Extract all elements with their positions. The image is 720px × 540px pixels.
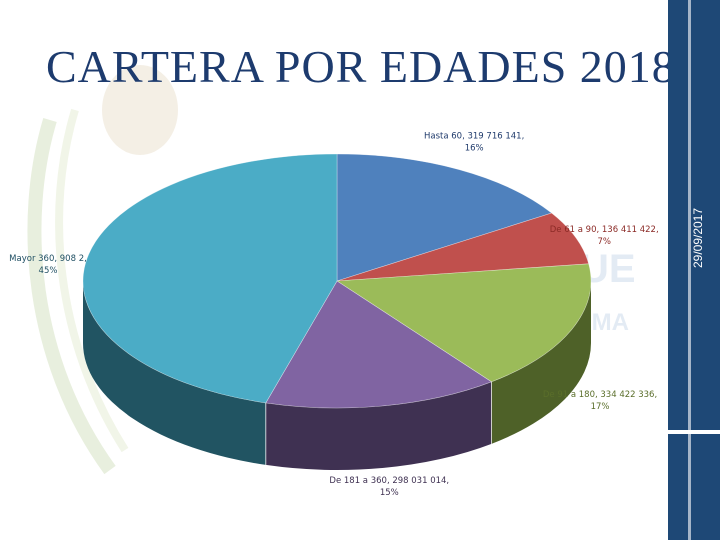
pie-slice-4: [82, 153, 338, 404]
pie-side-2: [491, 281, 591, 444]
slice-percent-2: 17%: [591, 402, 610, 412]
pie-slice-3: [265, 280, 493, 409]
pie-side-3: [265, 381, 492, 471]
pie-sides: [83, 281, 591, 471]
pie-labels: Hasta 60, 319 716 141, 16% De 61 a 90, 136…: [9, 131, 659, 497]
slice-label-3: De 181 a 360, 298 031 014,: [329, 476, 449, 486]
watermark-text-2: IMA: [585, 309, 629, 336]
pie-slice-0: [336, 153, 553, 282]
pie-slice-2: [336, 263, 592, 383]
slice-percent-3: 15%: [380, 488, 399, 498]
watermark-swoosh: [27, 117, 116, 475]
slice-label-4: Mayor 360, 908 2,: [9, 254, 87, 264]
watermark-swoosh-2: [55, 108, 129, 453]
side-bar-stripe: [688, 0, 691, 540]
slide-date-text: 29/09/2017: [691, 207, 705, 269]
pie-chart: Hasta 60, 319 716 141, 16% De 61 a 90, 136…: [9, 131, 659, 497]
pie-side-4: [83, 281, 266, 465]
slice-label-2: De 91 a 180, 334 422 336,: [543, 390, 657, 400]
pie-slice-1: [336, 212, 590, 282]
slice-label-1: De 61 a 90, 136 411 422,: [550, 225, 659, 235]
slice-label-0: Hasta 60, 319 716 141,: [424, 131, 524, 141]
pie-slices: [82, 153, 592, 409]
watermark-figure: [102, 65, 178, 155]
slice-percent-0: 16%: [465, 143, 484, 153]
slice-percent-4: 45%: [39, 266, 58, 276]
side-bar: [668, 0, 720, 540]
slide-title: CARTERA POR EDADES 2018: [46, 41, 676, 92]
slice-percent-1: 7%: [597, 237, 611, 247]
side-bar-divider: [668, 430, 720, 434]
side-bar-top: [668, 0, 720, 430]
side-bar-bottom: [668, 434, 720, 540]
